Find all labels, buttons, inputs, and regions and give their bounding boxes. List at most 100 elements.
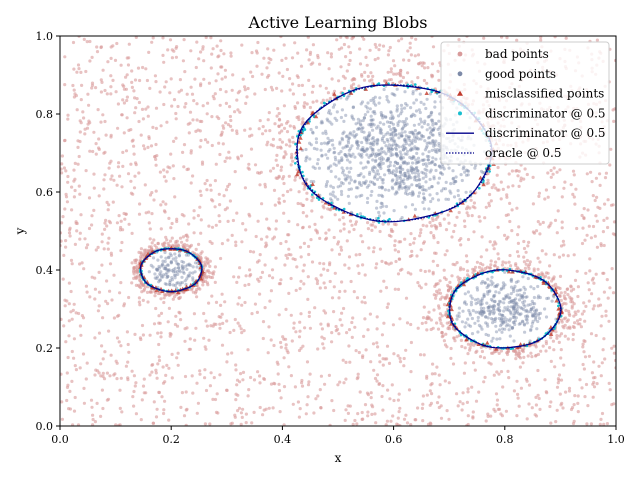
bad-point — [471, 270, 475, 275]
bad-point — [223, 300, 227, 304]
good-point — [340, 166, 344, 170]
bad-point — [556, 377, 561, 381]
good-point — [492, 310, 496, 314]
bad-point — [77, 67, 81, 71]
good-point — [528, 310, 532, 314]
good-point — [456, 193, 460, 198]
bad-point — [336, 240, 341, 244]
bad-point — [148, 237, 152, 241]
bad-point — [192, 231, 196, 235]
good-point — [165, 271, 169, 275]
bad-point — [358, 62, 363, 66]
bad-point — [586, 281, 590, 285]
bad-point — [267, 274, 272, 278]
bad-point — [582, 309, 586, 313]
good-point — [412, 123, 416, 127]
bad-point — [398, 240, 403, 244]
good-point — [435, 148, 440, 152]
good-point — [423, 148, 427, 152]
discriminator-point — [311, 193, 314, 196]
bad-point — [185, 243, 189, 247]
bad-point — [380, 394, 384, 399]
bad-point — [431, 218, 435, 223]
bad-point — [288, 124, 292, 128]
bad-point — [69, 310, 73, 314]
good-point — [520, 294, 524, 298]
good-point — [455, 317, 459, 321]
bad-point — [530, 406, 534, 410]
good-point — [425, 154, 429, 158]
bad-point — [119, 249, 123, 253]
bad-point — [223, 75, 227, 79]
good-point — [170, 276, 174, 280]
bad-point — [106, 397, 111, 401]
good-point — [532, 309, 537, 313]
good-point — [189, 263, 193, 267]
bad-point — [133, 174, 137, 178]
bad-point — [258, 292, 262, 296]
good-point — [355, 141, 359, 145]
bad-point — [449, 346, 453, 351]
good-point — [388, 120, 392, 125]
bad-point — [285, 256, 289, 260]
good-point — [373, 166, 377, 170]
bad-point — [285, 349, 289, 353]
bad-point — [271, 237, 275, 241]
bad-point — [536, 393, 540, 397]
good-point — [387, 168, 391, 172]
bad-point — [585, 172, 589, 176]
bad-point — [560, 226, 564, 230]
bad-point — [336, 383, 340, 387]
bad-point — [232, 275, 236, 279]
bad-point — [355, 296, 360, 300]
bad-point — [260, 72, 264, 76]
bad-point — [598, 422, 602, 426]
good-point — [365, 185, 369, 189]
good-point — [413, 207, 417, 211]
bad-point — [64, 192, 68, 196]
bad-point — [436, 263, 440, 268]
bad-point — [67, 231, 72, 235]
good-point — [166, 268, 170, 272]
bad-point — [551, 339, 556, 343]
bad-point — [322, 206, 326, 210]
bad-point — [185, 233, 189, 237]
good-point — [343, 153, 347, 157]
good-point — [402, 125, 406, 129]
bad-point — [387, 361, 392, 365]
bad-point — [557, 373, 562, 377]
bad-point — [322, 337, 326, 341]
bad-point — [244, 412, 248, 416]
good-point — [410, 183, 414, 187]
bad-point — [443, 253, 447, 257]
good-point — [394, 190, 399, 194]
bad-point — [165, 238, 169, 242]
good-point — [463, 292, 467, 296]
bad-point — [431, 259, 435, 263]
good-point — [395, 191, 399, 195]
good-point — [491, 336, 495, 340]
bad-point — [407, 388, 412, 392]
good-point — [531, 319, 535, 323]
bad-point — [292, 326, 296, 330]
good-point — [532, 287, 536, 291]
good-point — [187, 263, 191, 267]
bad-point — [154, 80, 158, 84]
bad-point — [602, 218, 606, 222]
good-point — [507, 319, 512, 323]
bad-point — [392, 72, 396, 76]
bad-point — [357, 271, 361, 275]
good-point — [509, 305, 513, 309]
bad-point — [122, 101, 126, 105]
bad-point — [339, 65, 343, 69]
good-point — [174, 273, 178, 277]
good-point — [516, 279, 520, 283]
good-point — [368, 142, 372, 146]
bad-point — [290, 155, 294, 159]
bad-point — [282, 43, 286, 47]
bad-point — [174, 314, 178, 318]
bad-point — [301, 117, 305, 121]
bad-point — [515, 206, 519, 210]
bad-point — [178, 236, 183, 240]
bad-point — [288, 77, 292, 81]
